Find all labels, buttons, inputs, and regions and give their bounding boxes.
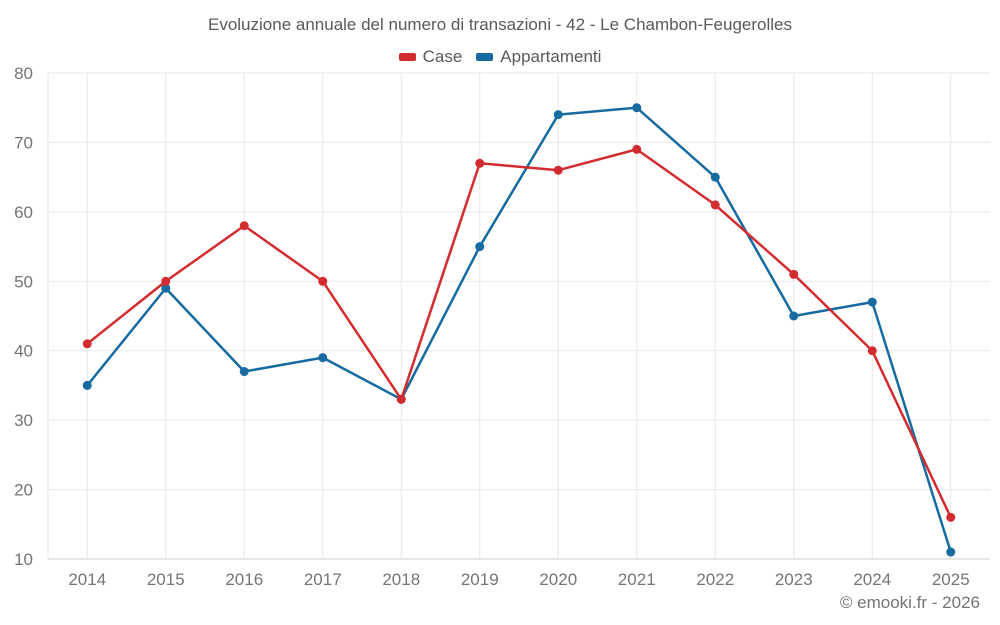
data-point-case-2018[interactable] [396, 394, 406, 404]
data-point-case-2021[interactable] [632, 144, 642, 154]
x-tick-label: 2023 [775, 570, 813, 589]
case-series-swatch-icon [398, 53, 416, 61]
x-tick-label: 2014 [68, 570, 106, 589]
y-tick-label: 20 [14, 481, 33, 500]
y-tick-label: 40 [14, 342, 33, 361]
data-point-case-2024[interactable] [867, 346, 877, 356]
data-point-appartamenti-2015[interactable] [161, 283, 171, 293]
chart-legend: Case Appartamenti [0, 47, 1000, 67]
x-tick-label: 2017 [304, 570, 342, 589]
data-point-case-2014[interactable] [82, 339, 92, 349]
x-tick-label: 2025 [932, 570, 970, 589]
appartamenti-series-swatch-icon [476, 53, 494, 61]
x-tick-label: 2022 [696, 570, 734, 589]
data-point-case-2017[interactable] [318, 276, 328, 286]
legend-item-appartamenti[interactable]: Appartamenti [476, 47, 601, 67]
y-tick-label: 80 [14, 64, 33, 83]
y-tick-label: 70 [14, 133, 33, 152]
y-tick-label: 30 [14, 411, 33, 430]
chart-title: Evoluzione annuale del numero di transaz… [207, 15, 792, 34]
x-tick-label: 2021 [618, 570, 656, 589]
legend-label-appartamenti: Appartamenti [500, 47, 602, 66]
x-tick-label: 2020 [539, 570, 577, 589]
data-point-appartamenti-2025[interactable] [946, 547, 956, 557]
data-point-case-2020[interactable] [553, 165, 563, 175]
x-tick-label: 2015 [147, 570, 185, 589]
legend-label-case: Case [422, 47, 463, 66]
data-point-appartamenti-2020[interactable] [553, 110, 563, 120]
data-point-appartamenti-2017[interactable] [318, 353, 328, 363]
data-point-case-2023[interactable] [789, 269, 799, 279]
data-point-appartamenti-2014[interactable] [82, 380, 92, 390]
data-point-case-2015[interactable] [161, 276, 171, 286]
y-tick-label: 50 [14, 272, 33, 291]
legend-item-case[interactable]: Case [398, 47, 463, 67]
x-tick-label: 2016 [225, 570, 263, 589]
series-line-case [86, 148, 952, 519]
data-point-case-2025[interactable] [946, 512, 956, 522]
data-point-case-2019[interactable] [475, 158, 485, 168]
data-point-case-2022[interactable] [710, 200, 720, 210]
copyright-footer: © emooki.fr - 2026 [839, 593, 980, 612]
y-tick-label: 60 [14, 203, 33, 222]
data-point-appartamenti-2016[interactable] [239, 367, 249, 377]
y-tick-label: 10 [14, 550, 33, 569]
data-point-appartamenti-2022[interactable] [710, 172, 720, 182]
series-line-appartamenti [86, 106, 952, 554]
data-point-appartamenti-2023[interactable] [789, 311, 799, 321]
data-point-case-2016[interactable] [239, 221, 249, 231]
x-tick-label: 2018 [382, 570, 420, 589]
x-tick-label: 2024 [853, 570, 891, 589]
data-point-appartamenti-2024[interactable] [867, 297, 877, 307]
x-tick-label: 2019 [461, 570, 499, 589]
data-point-appartamenti-2019[interactable] [475, 242, 485, 252]
data-point-appartamenti-2021[interactable] [632, 103, 642, 113]
